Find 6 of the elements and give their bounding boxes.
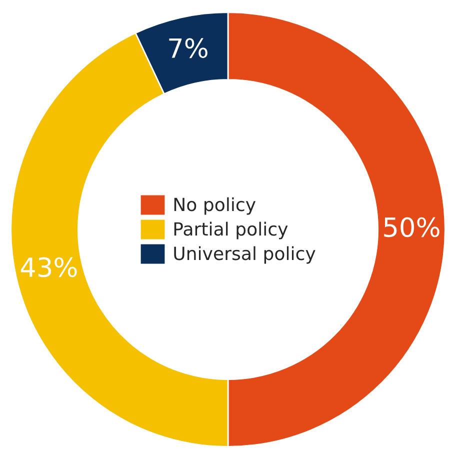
legend-label: Partial policy xyxy=(174,222,288,240)
data-label: 50% xyxy=(384,217,440,238)
legend-label: Universal policy xyxy=(174,246,316,264)
data-label: 43% xyxy=(20,257,77,278)
legend-label: No policy xyxy=(174,197,256,215)
data-label: 7% xyxy=(169,38,208,58)
